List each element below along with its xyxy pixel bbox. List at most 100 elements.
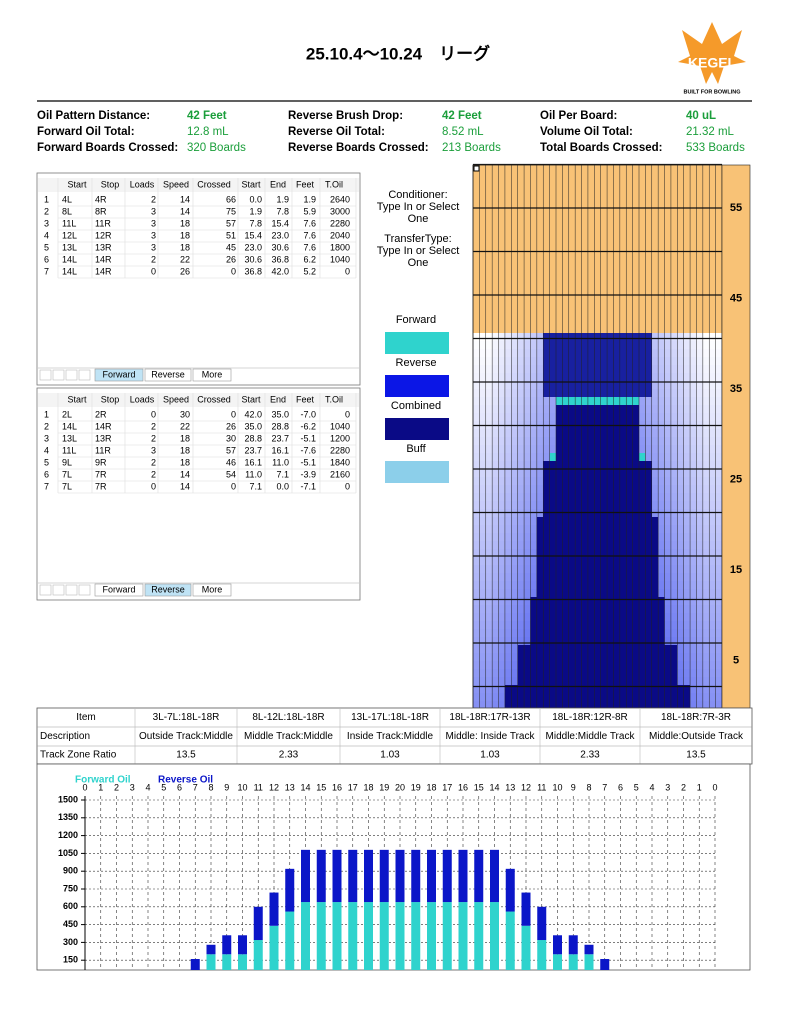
zone-cell: Item <box>76 712 95 723</box>
oil-cell <box>715 445 723 453</box>
oil-cell <box>696 405 704 413</box>
oil-cell <box>670 493 678 501</box>
oil-cell <box>562 549 570 557</box>
oil-cell <box>619 333 627 341</box>
oil-cell <box>575 381 582 389</box>
oil-cell <box>709 389 716 397</box>
oil-cell <box>626 381 633 389</box>
oil-cell <box>536 429 544 437</box>
oil-cell <box>709 357 716 365</box>
oil-cell <box>543 669 550 677</box>
sheet-tab[interactable] <box>94 583 144 597</box>
oil-cell <box>658 701 665 708</box>
sheet-tab[interactable] <box>144 368 192 382</box>
sheet-tab[interactable] <box>192 583 232 597</box>
x-tick-label: 9 <box>224 782 229 792</box>
nav-button[interactable] <box>78 369 91 381</box>
oil-cell <box>485 557 493 565</box>
table-cell: 7.6 <box>303 242 316 252</box>
oil-cell <box>562 365 570 373</box>
row-number: 6 <box>44 469 49 479</box>
oil-cell <box>709 653 716 661</box>
oil-cell <box>632 565 640 573</box>
oil-cell <box>587 365 595 373</box>
oil-cell <box>645 581 653 589</box>
oil-cell <box>664 501 672 509</box>
oil-cell <box>473 485 480 493</box>
oil-cell <box>575 485 582 493</box>
x-tick-label: 14 <box>300 782 310 792</box>
oil-cell <box>492 357 499 365</box>
oil-cell <box>511 621 518 629</box>
nav-button[interactable] <box>52 584 65 596</box>
oil-cell <box>600 373 608 381</box>
oil-cell <box>696 381 704 389</box>
x-tick-label: 16 <box>332 782 342 792</box>
oil-cell <box>626 485 633 493</box>
oil-cell <box>575 597 582 605</box>
oil-cell <box>543 677 550 685</box>
sheet-tab[interactable] <box>192 368 232 382</box>
oil-cell <box>498 413 506 421</box>
table-cell: 3 <box>151 230 156 240</box>
oil-cell <box>619 693 627 701</box>
oil-cell <box>690 461 697 469</box>
oil-cell <box>594 533 601 541</box>
sheet-tab-label[interactable]: Forward <box>102 584 135 594</box>
oil-cell <box>530 613 538 621</box>
oil-cell <box>632 373 640 381</box>
sheet-tab[interactable] <box>144 583 192 597</box>
oil-cell <box>562 389 570 397</box>
oil-cell <box>517 693 525 701</box>
oil-cell <box>549 549 557 557</box>
table-cell: 8L <box>62 206 72 216</box>
oil-cell <box>504 693 512 701</box>
sheet-tab[interactable] <box>94 368 144 382</box>
sheet-tab-label[interactable]: Reverse <box>151 369 185 379</box>
nav-button[interactable] <box>78 584 91 596</box>
oil-cell <box>485 629 493 637</box>
nav-button[interactable] <box>52 369 65 381</box>
oil-cell <box>690 341 697 349</box>
sheet-tab-label[interactable]: More <box>202 369 223 379</box>
nav-button[interactable] <box>65 369 78 381</box>
oil-cell <box>664 357 672 365</box>
table-cell: 16.1 <box>244 457 262 467</box>
nav-button[interactable] <box>65 584 78 596</box>
oil-cell <box>568 501 576 509</box>
oil-cell <box>651 429 659 437</box>
table-cell: 23.0 <box>271 230 289 240</box>
oil-cell <box>607 429 614 437</box>
oil-cell <box>709 493 716 501</box>
oil-cell <box>677 493 684 501</box>
oil-cell <box>517 453 525 461</box>
oil-cell <box>524 605 531 613</box>
oil-cell <box>600 533 608 541</box>
oil-cell <box>651 485 659 493</box>
sheet-tab-label[interactable]: More <box>202 584 223 594</box>
oil-cell <box>607 629 614 637</box>
oil-cell <box>543 413 550 421</box>
oil-cell <box>575 653 582 661</box>
oil-cell <box>702 621 710 629</box>
oil-cell <box>562 557 570 565</box>
oil-cell <box>587 637 595 645</box>
oil-cell <box>651 701 659 708</box>
nav-button[interactable] <box>39 369 52 381</box>
oil-cell <box>600 661 608 669</box>
sheet-tab-label[interactable]: Reverse <box>151 584 185 594</box>
oil-cell <box>524 341 531 349</box>
oil-cell <box>613 469 621 477</box>
oil-cell <box>498 365 506 373</box>
oil-cell <box>696 549 704 557</box>
oil-cell <box>639 645 646 653</box>
oil-cell <box>658 613 665 621</box>
table-cell: 30.6 <box>244 254 262 264</box>
oil-cell <box>632 397 640 405</box>
oil-cell <box>504 653 512 661</box>
oil-cell <box>632 405 640 413</box>
nav-button[interactable] <box>39 584 52 596</box>
oil-cell <box>683 653 691 661</box>
oil-cell <box>632 621 640 629</box>
sheet-tab-label[interactable]: Forward <box>102 369 135 379</box>
